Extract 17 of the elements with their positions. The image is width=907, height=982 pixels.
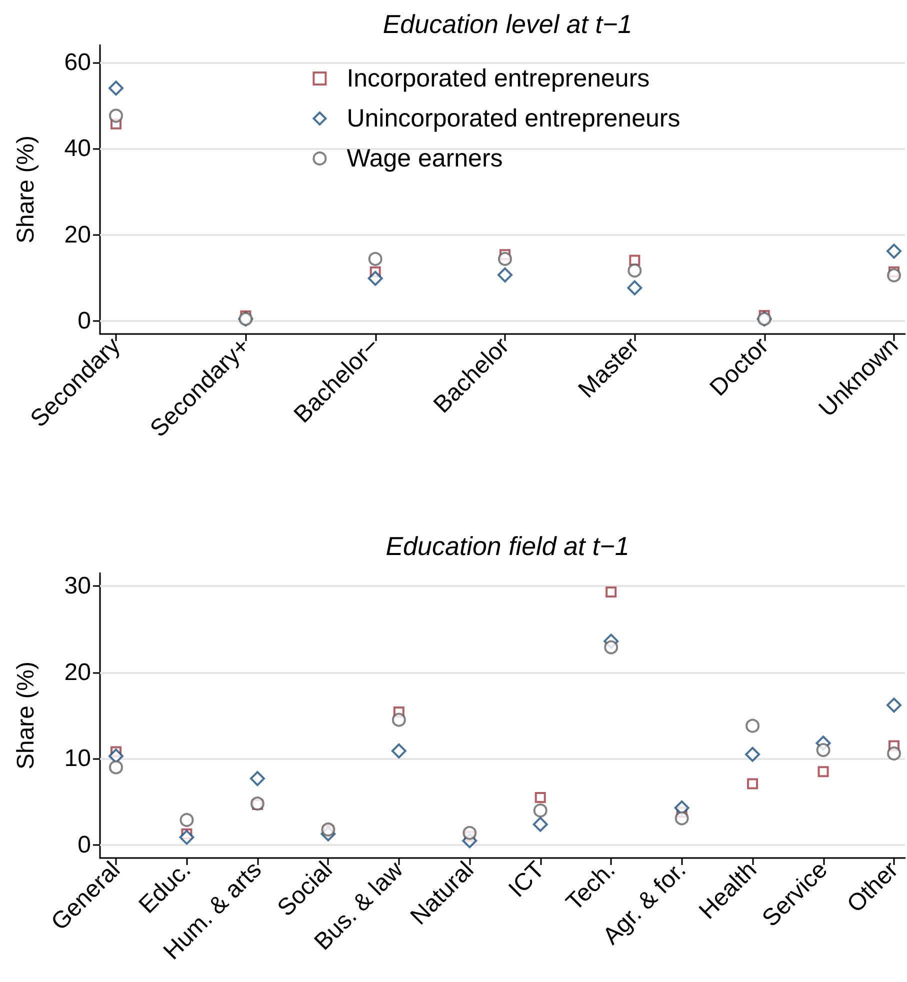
y-axis-title: Share (%): [12, 661, 40, 770]
legend-label: Incorporated entrepreneurs: [346, 64, 650, 92]
y-tick-label: 20: [64, 658, 91, 686]
y-tick-label: 0: [78, 308, 91, 335]
legend-label: Unincorporated entrepreneurs: [346, 104, 680, 132]
chart-title: Education field at t−1: [386, 531, 630, 561]
y-tick-label: 0: [78, 832, 91, 859]
x-tick-label: ICT: [503, 856, 550, 903]
x-tick-label: Tech.: [561, 856, 621, 916]
chart-title: Education level at t−1: [382, 9, 632, 39]
y-tick-label: 20: [64, 221, 91, 248]
legend-label: Wage earners: [346, 144, 503, 172]
y-tick-label: 40: [64, 135, 91, 162]
y-tick-label: 60: [64, 48, 91, 76]
y-tick-label: 10: [64, 745, 91, 772]
y-axis-title: Share (%): [12, 135, 40, 244]
y-tick-label: 30: [64, 572, 91, 600]
